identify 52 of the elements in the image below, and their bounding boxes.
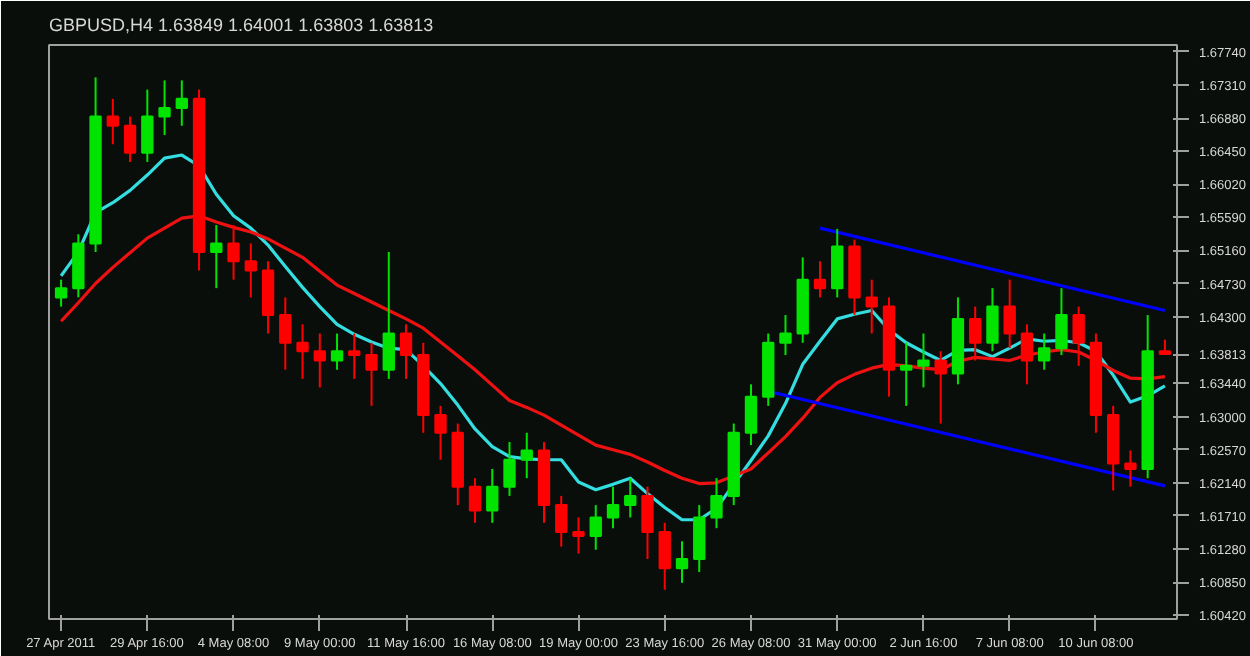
candlestick	[72, 233, 85, 299]
candlestick	[261, 260, 275, 335]
candlestick	[296, 323, 309, 380]
candlestick	[210, 224, 223, 290]
candlestick	[1055, 287, 1068, 357]
candlestick	[503, 441, 516, 497]
candlestick	[710, 477, 723, 530]
candlestick	[813, 260, 827, 299]
candlestick	[330, 332, 344, 371]
candlestick	[606, 485, 620, 530]
candlestick	[520, 431, 533, 480]
candlestick	[158, 79, 171, 137]
candlestick	[123, 115, 137, 163]
candlestick	[831, 227, 844, 299]
candlestick	[1124, 449, 1137, 488]
candlestick	[693, 504, 706, 574]
candlestick	[1038, 332, 1051, 371]
candlestick	[934, 350, 947, 425]
candlestick	[313, 332, 326, 389]
candlestick	[382, 250, 395, 380]
candlestick	[572, 516, 585, 555]
candlestick	[917, 332, 930, 389]
candlestick	[434, 404, 447, 461]
candlestick	[865, 278, 878, 335]
candlestick	[624, 477, 637, 519]
candlestick	[244, 242, 257, 299]
candlestick	[106, 97, 119, 146]
candlestick	[399, 323, 413, 380]
candlestick	[900, 341, 913, 407]
candlestick	[486, 467, 499, 524]
candlestick	[641, 485, 654, 560]
candlestick	[468, 477, 482, 524]
candlestick	[658, 521, 671, 591]
candlestick	[1072, 305, 1085, 367]
candlestick	[589, 504, 602, 551]
candlestick	[279, 296, 292, 371]
candlestick	[555, 494, 568, 548]
candlestick	[54, 278, 68, 308]
candlestick	[675, 540, 689, 584]
candlestick	[969, 305, 982, 362]
candlestick	[744, 383, 758, 447]
line-series	[59, 214, 1167, 486]
candlestick	[1003, 278, 1016, 350]
candlestick	[365, 341, 378, 407]
candlestick	[227, 224, 240, 281]
candlestick	[348, 332, 361, 380]
candlestick	[175, 79, 188, 127]
candlestick	[779, 314, 792, 357]
chart-title: GBPUSD,H4 1.63849 1.64001 1.63803 1.63813	[49, 15, 434, 35]
candlestick	[986, 287, 999, 353]
candlestick	[1020, 323, 1034, 386]
candlestick	[141, 88, 154, 163]
